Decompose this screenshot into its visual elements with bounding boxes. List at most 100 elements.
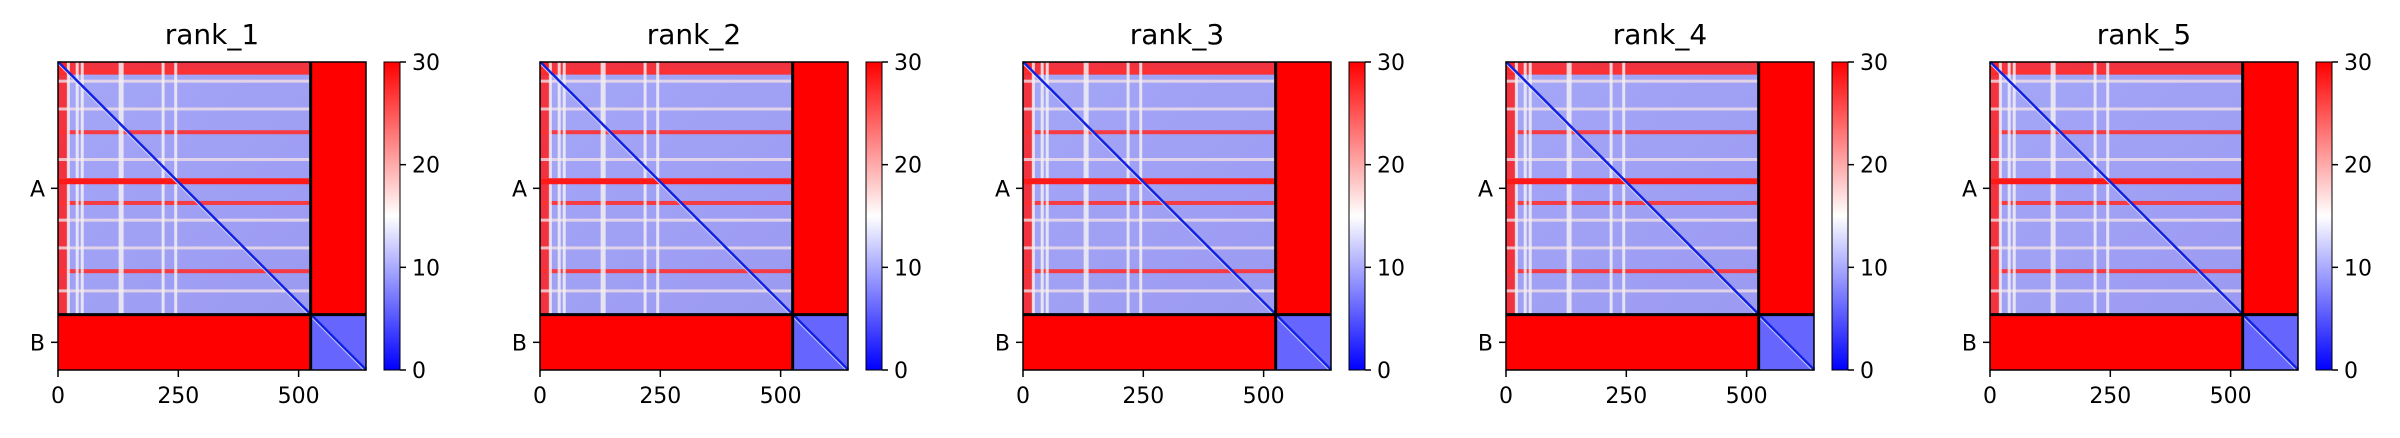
stripe-row — [540, 218, 793, 222]
edge-band-left — [540, 62, 551, 315]
x-tick-label: 500 — [760, 384, 802, 409]
stripe-col — [1523, 62, 1527, 315]
stripe-col — [66, 62, 70, 315]
block-ab — [2242, 62, 2298, 315]
diagonal-highlight — [1505, 63, 1813, 371]
colorbar-tick-label: 20 — [1377, 154, 1405, 179]
x-tick-label: 0 — [51, 384, 65, 409]
stripe-col — [643, 62, 647, 315]
stripe-row — [540, 158, 793, 162]
block-ba — [58, 314, 311, 370]
stripe-row — [58, 79, 311, 83]
x-tick-label: 0 — [533, 384, 547, 409]
block-ab — [1758, 62, 1814, 315]
plot-frame — [1022, 61, 1332, 371]
stripe-row — [540, 269, 793, 274]
stripe-row-strong — [1023, 178, 1276, 185]
stripe-row — [540, 289, 793, 293]
block-ba — [540, 314, 793, 370]
colorbar-tick-label: 0 — [2344, 359, 2358, 384]
stripe-row — [1506, 107, 1759, 111]
stripe-col — [1083, 62, 1089, 315]
colorbar — [383, 61, 401, 371]
stripe-row — [1023, 130, 1276, 135]
stripe-row — [1506, 130, 1759, 135]
stripe-col — [1998, 62, 2002, 315]
stripe-row — [1990, 246, 2243, 250]
x-tick-label: 500 — [1243, 384, 1285, 409]
stripe-row — [1506, 289, 1759, 293]
panel-title: rank_2 — [647, 18, 741, 51]
stripe-row — [1990, 289, 2243, 293]
stripe-col — [1040, 62, 1044, 315]
stripe-row — [1023, 200, 1276, 205]
colorbar — [2315, 61, 2333, 371]
stripe-row — [1990, 218, 2243, 222]
stripe-col — [174, 62, 178, 315]
plot-frame — [1989, 61, 2299, 371]
block-ba — [1023, 314, 1276, 370]
colorbar-tick-label: 30 — [2344, 51, 2372, 76]
stripe-row — [1023, 269, 1276, 274]
stripe-col — [656, 62, 660, 315]
colorbar-tick-label: 0 — [1377, 359, 1391, 384]
stripe-row — [58, 269, 311, 274]
panel-title: rank_4 — [1613, 18, 1707, 51]
stripe-row — [1990, 107, 2243, 111]
stripe-col — [2012, 62, 2016, 315]
colorbar-tick-label: 20 — [412, 154, 440, 179]
stripe-row — [58, 69, 311, 74]
stripe-row — [58, 158, 311, 162]
stripe-row — [58, 218, 311, 222]
stripe-row — [1023, 158, 1276, 162]
stripe-row-strong — [1506, 178, 1759, 185]
stripe-col — [2050, 62, 2056, 315]
colorbar-tick-label: 20 — [2344, 154, 2372, 179]
stripe-col — [548, 62, 552, 315]
edge-band-left — [58, 62, 69, 315]
stripe-col — [118, 62, 124, 315]
stripe-row — [540, 246, 793, 250]
stripe-row — [1023, 246, 1276, 250]
stripe-row — [1023, 289, 1276, 293]
stripe-col — [557, 62, 561, 315]
colorbar-tick-label: 10 — [894, 256, 922, 281]
block-ab — [1275, 62, 1331, 315]
stripe-row — [1990, 69, 2243, 74]
x-tick-label: 250 — [157, 384, 199, 409]
stripe-row-strong — [1990, 178, 2243, 185]
colorbar-tick-label: 0 — [894, 359, 908, 384]
plot-frame — [1505, 61, 1815, 371]
diagonal — [56, 60, 368, 372]
stripe-row — [540, 200, 793, 205]
x-tick-label: 250 — [1122, 384, 1164, 409]
diagonal-highlight — [539, 63, 847, 371]
stripe-row — [58, 289, 311, 293]
stripe-row — [1506, 200, 1759, 205]
colorbar-tick-label: 10 — [1377, 256, 1405, 281]
stripe-col — [1514, 62, 1518, 315]
x-tick-label: 0 — [1016, 384, 1030, 409]
stripe-col — [600, 62, 606, 315]
stripe-col — [80, 62, 84, 315]
stripe-row — [58, 107, 311, 111]
colorbar-tick-label: 20 — [1860, 154, 1888, 179]
panel-title: rank_1 — [165, 18, 259, 51]
stripe-row — [58, 246, 311, 250]
stripe-col — [1528, 62, 1532, 315]
panel-title: rank_5 — [2097, 18, 2191, 51]
colorbar-tick-label: 20 — [894, 154, 922, 179]
colorbar-tick-label: 10 — [2344, 256, 2372, 281]
colorbar — [1348, 61, 1366, 371]
stripe-row — [1990, 158, 2243, 162]
colorbar-tick-label: 30 — [1860, 51, 1888, 76]
block-ab — [310, 62, 366, 315]
stripe-row — [1023, 107, 1276, 111]
heatmap-panel-3: rank_3 0 250 500 A B 0 10 20 30 — [995, 18, 1405, 409]
chain-label-a: A — [1962, 177, 1977, 202]
stripe-col — [2007, 62, 2011, 315]
stripe-row — [1023, 218, 1276, 222]
stripe-col — [2093, 62, 2097, 315]
x-tick-label: 250 — [2089, 384, 2131, 409]
chain-label-b: B — [30, 331, 45, 356]
